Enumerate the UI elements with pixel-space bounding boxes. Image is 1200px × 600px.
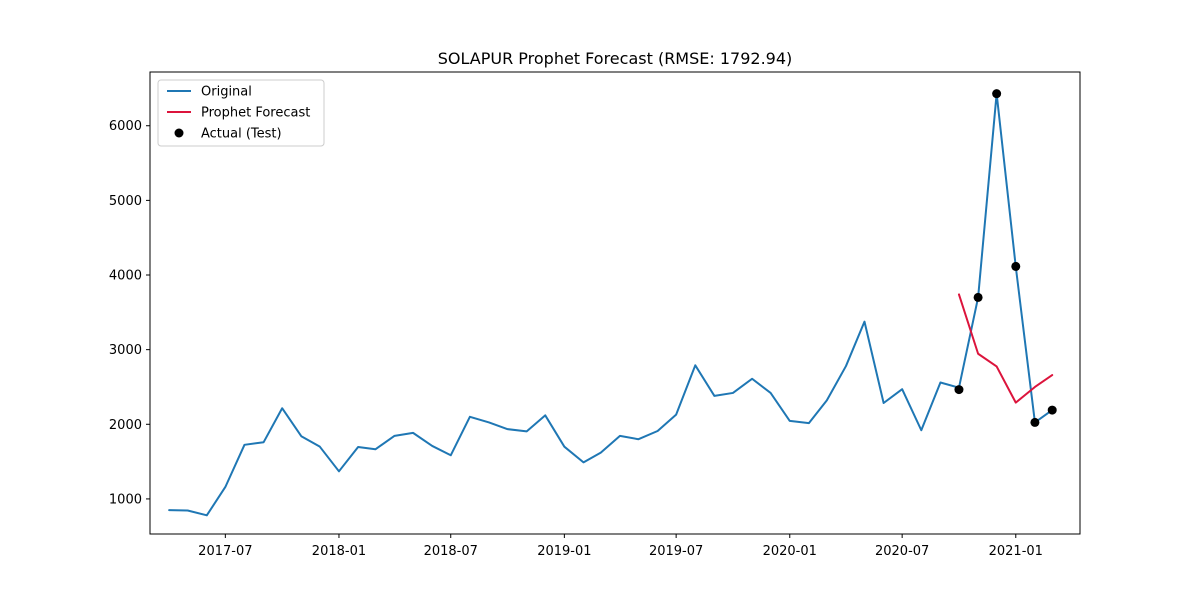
- data-point: [1047, 405, 1057, 415]
- x-tick-label: 2018-07: [424, 544, 478, 559]
- legend-item-actual-test: Actual (Test): [174, 127, 282, 142]
- data-point: [954, 385, 964, 395]
- data-point: [1030, 417, 1040, 427]
- x-tick-label: 2021-01: [989, 544, 1043, 559]
- chart-title: SOLAPUR Prophet Forecast (RMSE: 1792.94): [438, 49, 793, 68]
- legend-label: Prophet Forecast: [201, 106, 310, 121]
- data-point: [973, 292, 983, 302]
- series-actual-test: [954, 89, 1057, 427]
- y-tick-label: 6000: [109, 119, 142, 134]
- series-original: [168, 92, 1054, 517]
- y-tick-label: 5000: [109, 194, 142, 209]
- x-tick-label: 2019-01: [537, 544, 591, 559]
- x-tick-label: 2017-07: [198, 544, 252, 559]
- legend-label: Original: [201, 85, 252, 100]
- y-tick-label: 4000: [109, 269, 142, 284]
- x-tick-label: 2018-01: [312, 544, 366, 559]
- legend-item-prophet-forecast: Prophet Forecast: [167, 106, 310, 121]
- plot-area: 1000 2000 3000 4000 5000 6000 2017-07 2018-01 20…: [109, 71, 1081, 559]
- legend-label: Actual (Test): [201, 127, 282, 142]
- y-tick-label: 2000: [109, 418, 142, 433]
- legend-box: [157, 79, 325, 147]
- x-tick-label: 2020-01: [763, 544, 817, 559]
- y-tick-label: 1000: [109, 492, 142, 507]
- legend-item-original: Original: [167, 85, 252, 100]
- legend: Original Prophet Forecast Actual (Test): [157, 79, 325, 147]
- plot-frame: [149, 71, 1081, 535]
- x-tick-label: 2019-07: [649, 544, 703, 559]
- legend-swatch: [174, 128, 184, 138]
- series-line-original: [168, 92, 1054, 517]
- series-line-prophet-forecast: [957, 293, 1054, 404]
- series-prophet-forecast: [957, 293, 1054, 404]
- data-point: [1011, 261, 1021, 271]
- data-point: [992, 89, 1002, 99]
- x-tick-label: 2020-07: [875, 544, 929, 559]
- y-tick-label: 3000: [109, 343, 142, 358]
